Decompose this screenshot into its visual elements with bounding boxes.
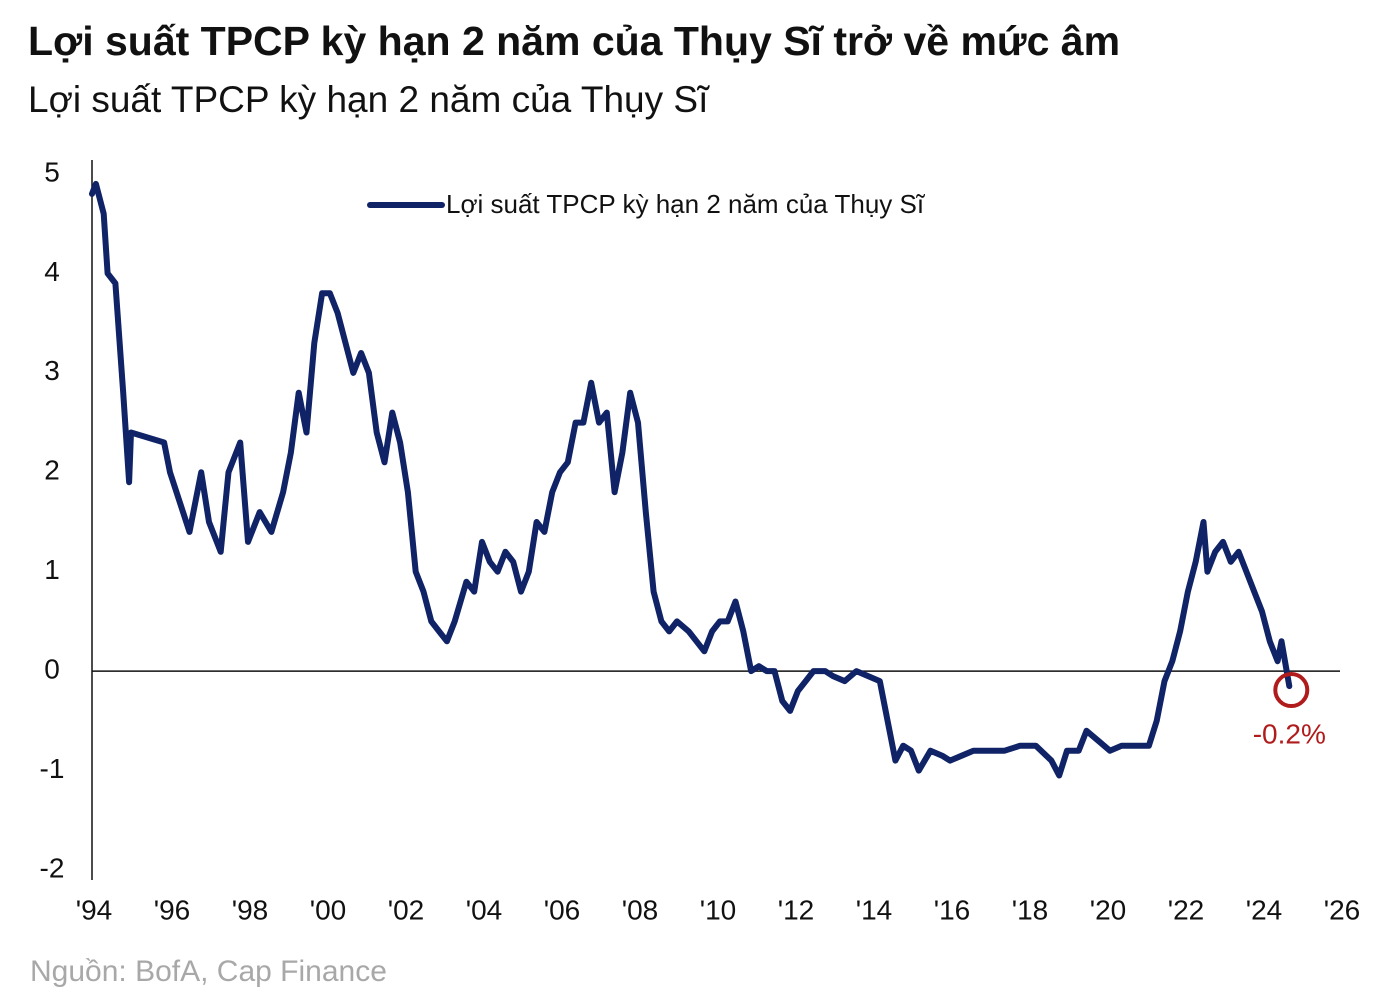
source: Nguồn: BofA, Cap Finance	[30, 955, 387, 988]
annotation: -0.2%	[1253, 718, 1326, 749]
x-tick-label: '22	[1168, 894, 1205, 925]
x-tick-label: '18	[1012, 894, 1049, 925]
annotation-circle	[1273, 672, 1310, 709]
x-tick-label: '06	[544, 894, 581, 925]
x-tick-label: '96	[154, 894, 191, 925]
chart-title: Lợi suất TPCP kỳ hạn 2 năm của Thụy Sĩ t…	[28, 18, 1120, 64]
series-line	[89, 180, 1293, 779]
x-tick-label: '98	[232, 894, 269, 925]
legend-label: Lợi suất TPCP kỳ hạn 2 năm của Thụy Sĩ	[446, 189, 926, 219]
y-tick-label: 1	[44, 554, 60, 585]
x-tick-label: '26	[1324, 894, 1361, 925]
y-tick-label: -1	[40, 753, 65, 784]
y-tick-label: -2	[40, 852, 65, 883]
y-tick-label: 4	[44, 256, 60, 287]
x-tick-label: '04	[466, 894, 503, 925]
x-tick-label: '24	[1246, 894, 1283, 925]
x-tick-label: '00	[310, 894, 347, 925]
y-tick-label: 3	[44, 355, 60, 386]
x-tick-label: '16	[934, 894, 971, 925]
y-tick-label: 5	[44, 156, 60, 187]
x-tick-label: '12	[778, 894, 815, 925]
y-tick-label: 0	[44, 654, 60, 685]
chart-subtitle: Lợi suất TPCP kỳ hạn 2 năm của Thụy Sĩ	[28, 79, 710, 120]
x-tick-label: '02	[388, 894, 425, 925]
x-tick-label: '94	[76, 894, 113, 925]
x-tick-label: '08	[622, 894, 659, 925]
x-tick-label: '10	[700, 894, 737, 925]
x-tick-label: '14	[856, 894, 893, 925]
x-tick-label: '20	[1090, 894, 1127, 925]
y-tick-label: 2	[44, 455, 60, 486]
